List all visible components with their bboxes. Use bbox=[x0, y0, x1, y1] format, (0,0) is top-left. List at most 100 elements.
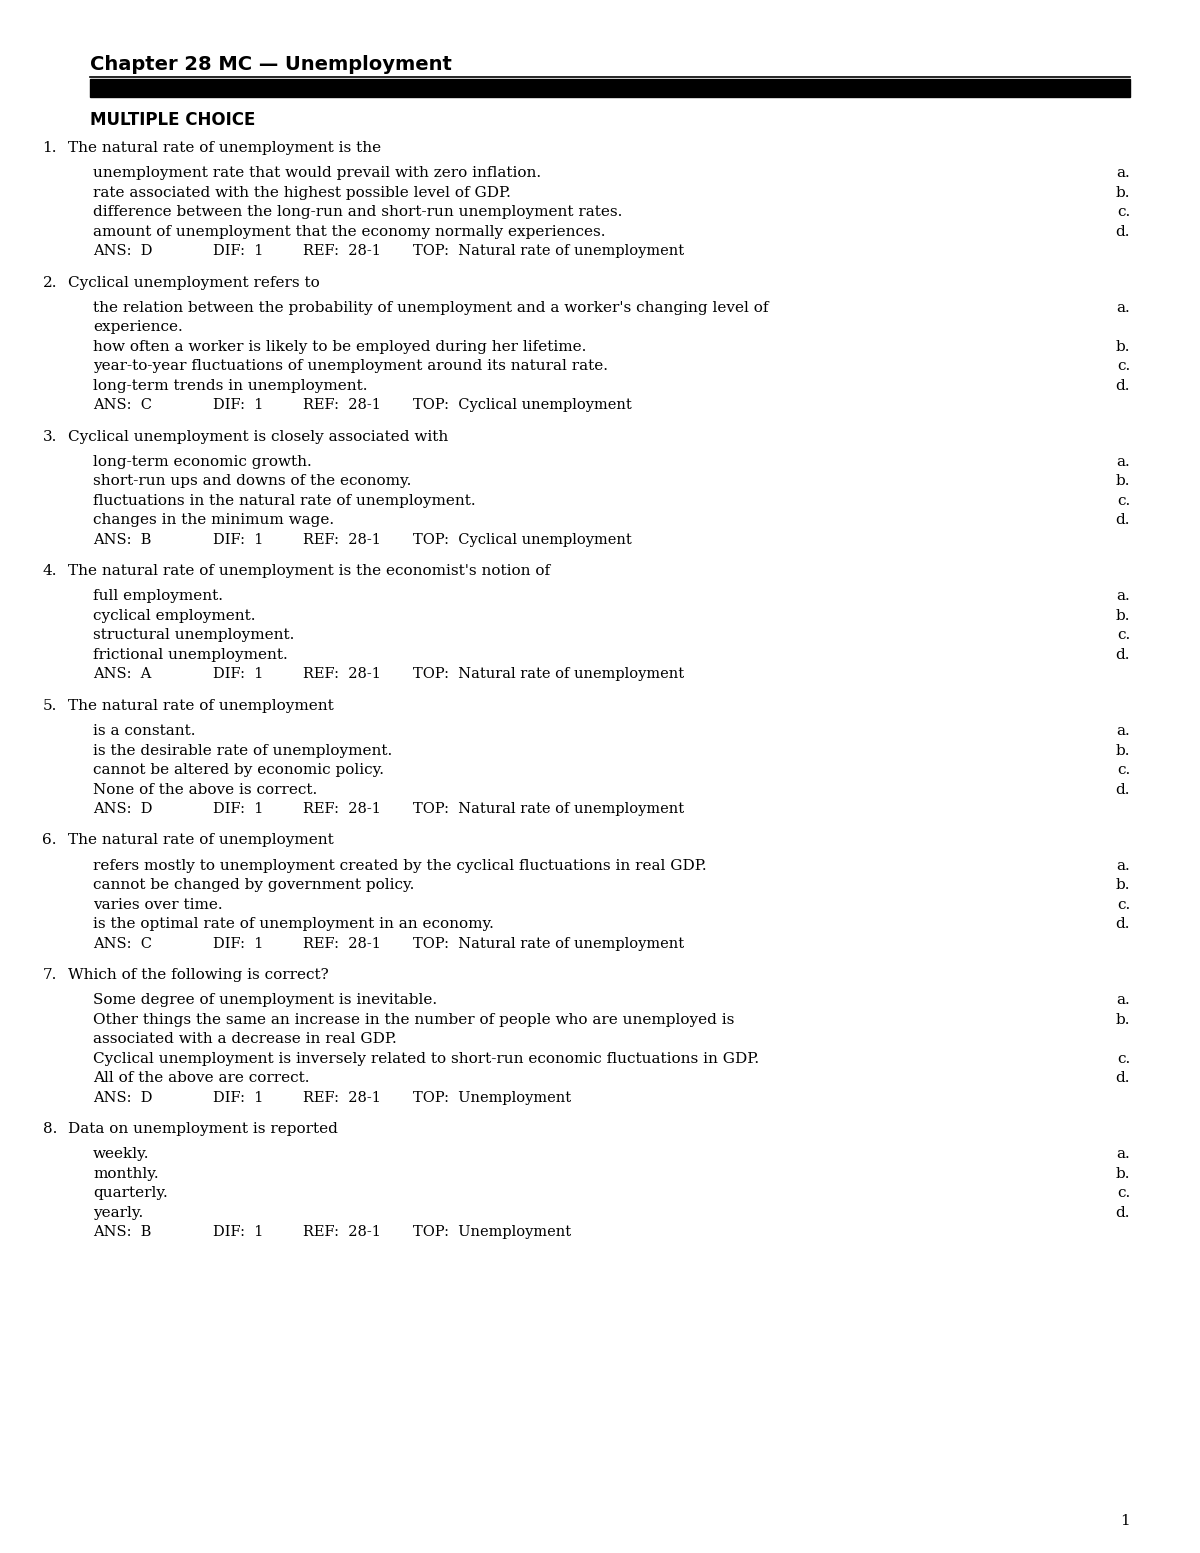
Text: c.: c. bbox=[1117, 1051, 1130, 1065]
Text: 8.: 8. bbox=[43, 1121, 58, 1135]
Text: long-term economic growth.: long-term economic growth. bbox=[94, 455, 312, 469]
Text: The natural rate of unemployment is the: The natural rate of unemployment is the bbox=[68, 141, 382, 155]
Text: is the desirable rate of unemployment.: is the desirable rate of unemployment. bbox=[94, 744, 392, 758]
Text: REF:  28-1: REF: 28-1 bbox=[302, 936, 380, 950]
Text: DIF:  1: DIF: 1 bbox=[214, 1090, 263, 1104]
Text: c.: c. bbox=[1117, 629, 1130, 643]
Text: REF:  28-1: REF: 28-1 bbox=[302, 1090, 380, 1104]
Text: REF:  28-1: REF: 28-1 bbox=[302, 801, 380, 815]
Text: The natural rate of unemployment is the economist's notion of: The natural rate of unemployment is the … bbox=[68, 564, 550, 578]
Text: d.: d. bbox=[1116, 514, 1130, 528]
Text: amount of unemployment that the economy normally experiences.: amount of unemployment that the economy … bbox=[94, 225, 606, 239]
Text: 5.: 5. bbox=[43, 699, 58, 713]
Text: TOP:  Natural rate of unemployment: TOP: Natural rate of unemployment bbox=[413, 936, 684, 950]
Text: the relation between the probability of unemployment and a worker's changing lev: the relation between the probability of … bbox=[94, 301, 768, 315]
Text: a.: a. bbox=[1116, 301, 1130, 315]
Text: cannot be changed by government policy.: cannot be changed by government policy. bbox=[94, 877, 414, 891]
Text: Data on unemployment is reported: Data on unemployment is reported bbox=[68, 1121, 338, 1135]
Text: monthly.: monthly. bbox=[94, 1166, 158, 1180]
Text: c.: c. bbox=[1117, 359, 1130, 373]
Text: 6.: 6. bbox=[42, 834, 58, 848]
Text: b.: b. bbox=[1116, 744, 1130, 758]
Text: REF:  28-1: REF: 28-1 bbox=[302, 244, 380, 258]
Text: quarterly.: quarterly. bbox=[94, 1186, 168, 1200]
Text: Which of the following is correct?: Which of the following is correct? bbox=[68, 968, 329, 981]
Text: 4.: 4. bbox=[42, 564, 58, 578]
Text: a.: a. bbox=[1116, 994, 1130, 1008]
Text: Other things the same an increase in the number of people who are unemployed is: Other things the same an increase in the… bbox=[94, 1013, 734, 1027]
Text: ANS:  C: ANS: C bbox=[94, 399, 152, 413]
Text: short-run ups and downs of the economy.: short-run ups and downs of the economy. bbox=[94, 475, 412, 489]
Text: TOP:  Natural rate of unemployment: TOP: Natural rate of unemployment bbox=[413, 668, 684, 682]
Text: rate associated with the highest possible level of GDP.: rate associated with the highest possibl… bbox=[94, 186, 511, 200]
Text: a.: a. bbox=[1116, 590, 1130, 604]
Text: year-to-year fluctuations of unemployment around its natural rate.: year-to-year fluctuations of unemploymen… bbox=[94, 359, 608, 373]
Text: MULTIPLE CHOICE: MULTIPLE CHOICE bbox=[90, 110, 256, 129]
Text: 1: 1 bbox=[1121, 1514, 1130, 1528]
Text: a.: a. bbox=[1116, 166, 1130, 180]
Text: d.: d. bbox=[1116, 1072, 1130, 1086]
Text: Cyclical unemployment refers to: Cyclical unemployment refers to bbox=[68, 275, 319, 289]
Text: a.: a. bbox=[1116, 1148, 1130, 1162]
Text: refers mostly to unemployment created by the cyclical fluctuations in real GDP.: refers mostly to unemployment created by… bbox=[94, 859, 707, 873]
Text: d.: d. bbox=[1116, 379, 1130, 393]
Text: REF:  28-1: REF: 28-1 bbox=[302, 399, 380, 413]
Text: DIF:  1: DIF: 1 bbox=[214, 244, 263, 258]
Text: b.: b. bbox=[1116, 1013, 1130, 1027]
Text: TOP:  Cyclical unemployment: TOP: Cyclical unemployment bbox=[413, 533, 631, 547]
Text: Cyclical unemployment is closely associated with: Cyclical unemployment is closely associa… bbox=[68, 430, 449, 444]
Text: TOP:  Unemployment: TOP: Unemployment bbox=[413, 1225, 571, 1239]
Text: cyclical employment.: cyclical employment. bbox=[94, 609, 256, 623]
Text: is the optimal rate of unemployment in an economy.: is the optimal rate of unemployment in a… bbox=[94, 918, 494, 932]
Text: TOP:  Cyclical unemployment: TOP: Cyclical unemployment bbox=[413, 399, 631, 413]
Text: DIF:  1: DIF: 1 bbox=[214, 668, 263, 682]
Text: full employment.: full employment. bbox=[94, 590, 223, 604]
Text: b.: b. bbox=[1116, 340, 1130, 354]
Text: 7.: 7. bbox=[43, 968, 58, 981]
Text: a.: a. bbox=[1116, 455, 1130, 469]
Text: a.: a. bbox=[1116, 724, 1130, 738]
Text: DIF:  1: DIF: 1 bbox=[214, 533, 263, 547]
Text: how often a worker is likely to be employed during her lifetime.: how often a worker is likely to be emplo… bbox=[94, 340, 587, 354]
Text: experience.: experience. bbox=[94, 320, 182, 334]
Text: associated with a decrease in real GDP.: associated with a decrease in real GDP. bbox=[94, 1033, 397, 1047]
Text: c.: c. bbox=[1117, 763, 1130, 776]
Text: difference between the long-run and short-run unemployment rates.: difference between the long-run and shor… bbox=[94, 205, 623, 219]
Text: DIF:  1: DIF: 1 bbox=[214, 936, 263, 950]
Text: None of the above is correct.: None of the above is correct. bbox=[94, 783, 317, 797]
Text: The natural rate of unemployment: The natural rate of unemployment bbox=[68, 699, 334, 713]
Text: 1.: 1. bbox=[42, 141, 58, 155]
Text: TOP:  Natural rate of unemployment: TOP: Natural rate of unemployment bbox=[413, 801, 684, 815]
Text: ANS:  D: ANS: D bbox=[94, 1090, 152, 1104]
Text: changes in the minimum wage.: changes in the minimum wage. bbox=[94, 514, 334, 528]
Text: Chapter 28 MC — Unemployment: Chapter 28 MC — Unemployment bbox=[90, 54, 452, 75]
Text: yearly.: yearly. bbox=[94, 1205, 143, 1219]
Text: varies over time.: varies over time. bbox=[94, 898, 223, 912]
Text: frictional unemployment.: frictional unemployment. bbox=[94, 648, 288, 662]
Text: DIF:  1: DIF: 1 bbox=[214, 801, 263, 815]
Text: structural unemployment.: structural unemployment. bbox=[94, 629, 294, 643]
Text: b.: b. bbox=[1116, 1166, 1130, 1180]
Text: TOP:  Unemployment: TOP: Unemployment bbox=[413, 1090, 571, 1104]
Text: fluctuations in the natural rate of unemployment.: fluctuations in the natural rate of unem… bbox=[94, 494, 475, 508]
Text: d.: d. bbox=[1116, 783, 1130, 797]
Text: cannot be altered by economic policy.: cannot be altered by economic policy. bbox=[94, 763, 384, 776]
Text: long-term trends in unemployment.: long-term trends in unemployment. bbox=[94, 379, 367, 393]
Text: DIF:  1: DIF: 1 bbox=[214, 1225, 263, 1239]
Text: DIF:  1: DIF: 1 bbox=[214, 399, 263, 413]
Text: ANS:  D: ANS: D bbox=[94, 801, 152, 815]
Text: c.: c. bbox=[1117, 1186, 1130, 1200]
Text: c.: c. bbox=[1117, 898, 1130, 912]
Text: c.: c. bbox=[1117, 494, 1130, 508]
Text: REF:  28-1: REF: 28-1 bbox=[302, 533, 380, 547]
Text: ANS:  B: ANS: B bbox=[94, 533, 151, 547]
Text: b.: b. bbox=[1116, 877, 1130, 891]
Text: c.: c. bbox=[1117, 205, 1130, 219]
Text: b.: b. bbox=[1116, 475, 1130, 489]
Text: All of the above are correct.: All of the above are correct. bbox=[94, 1072, 310, 1086]
Text: ANS:  C: ANS: C bbox=[94, 936, 152, 950]
Text: b.: b. bbox=[1116, 186, 1130, 200]
Text: TOP:  Natural rate of unemployment: TOP: Natural rate of unemployment bbox=[413, 244, 684, 258]
Text: unemployment rate that would prevail with zero inflation.: unemployment rate that would prevail wit… bbox=[94, 166, 541, 180]
Text: REF:  28-1: REF: 28-1 bbox=[302, 668, 380, 682]
